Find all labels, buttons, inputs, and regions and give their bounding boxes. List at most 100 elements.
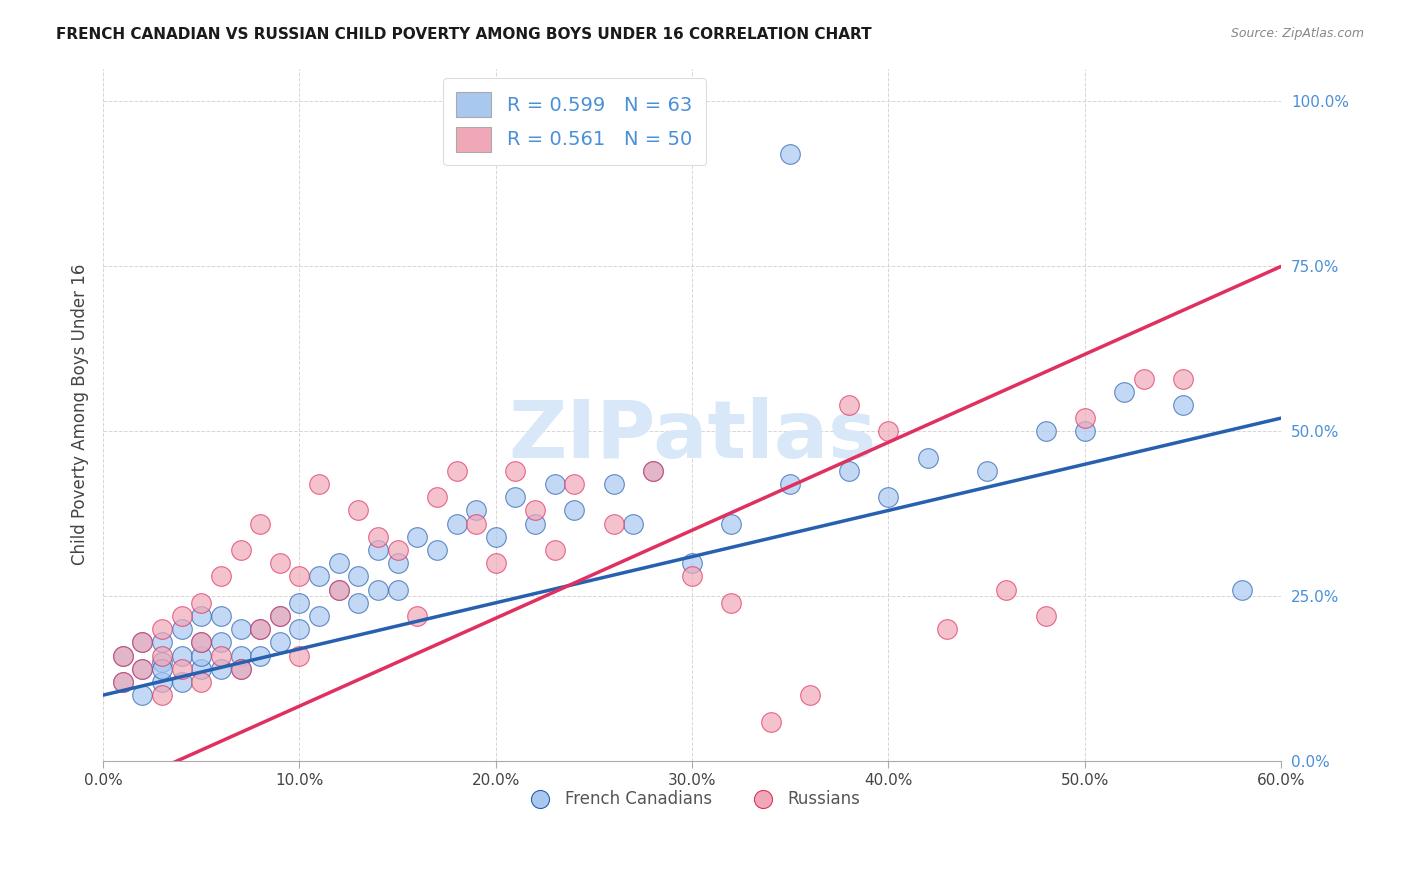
- Point: [150, 662, 173, 676]
- Point: [229, 622, 252, 636]
- Point: [347, 569, 370, 583]
- Point: [150, 648, 173, 663]
- Point: [190, 596, 212, 610]
- Point: [446, 516, 468, 531]
- Point: [917, 450, 939, 465]
- Point: [347, 596, 370, 610]
- Point: [170, 648, 193, 663]
- Point: [406, 530, 429, 544]
- Point: [170, 662, 193, 676]
- Point: [131, 662, 153, 676]
- Point: [995, 582, 1018, 597]
- Point: [229, 662, 252, 676]
- Point: [269, 556, 291, 570]
- Point: [1112, 384, 1135, 399]
- Point: [779, 147, 801, 161]
- Point: [249, 622, 271, 636]
- Point: [209, 662, 232, 676]
- Point: [150, 622, 173, 636]
- Text: FRENCH CANADIAN VS RUSSIAN CHILD POVERTY AMONG BOYS UNDER 16 CORRELATION CHART: FRENCH CANADIAN VS RUSSIAN CHILD POVERTY…: [56, 27, 872, 42]
- Point: [131, 635, 153, 649]
- Point: [249, 648, 271, 663]
- Point: [1230, 582, 1253, 597]
- Point: [681, 556, 703, 570]
- Point: [387, 543, 409, 558]
- Point: [190, 648, 212, 663]
- Point: [720, 516, 742, 531]
- Point: [111, 674, 134, 689]
- Point: [524, 503, 547, 517]
- Point: [465, 503, 488, 517]
- Point: [544, 477, 567, 491]
- Y-axis label: Child Poverty Among Boys Under 16: Child Poverty Among Boys Under 16: [72, 264, 89, 566]
- Point: [150, 655, 173, 669]
- Point: [209, 569, 232, 583]
- Point: [1074, 425, 1097, 439]
- Point: [485, 530, 508, 544]
- Point: [249, 516, 271, 531]
- Point: [641, 464, 664, 478]
- Point: [367, 582, 389, 597]
- Point: [209, 609, 232, 624]
- Point: [1074, 411, 1097, 425]
- Point: [544, 543, 567, 558]
- Point: [229, 648, 252, 663]
- Text: ZIPatlas: ZIPatlas: [508, 397, 876, 475]
- Point: [229, 543, 252, 558]
- Point: [720, 596, 742, 610]
- Point: [936, 622, 959, 636]
- Point: [131, 635, 153, 649]
- Point: [111, 674, 134, 689]
- Point: [209, 635, 232, 649]
- Point: [485, 556, 508, 570]
- Point: [308, 569, 330, 583]
- Point: [602, 477, 624, 491]
- Point: [288, 648, 311, 663]
- Legend: French Canadians, Russians: French Canadians, Russians: [517, 784, 868, 815]
- Point: [328, 582, 350, 597]
- Point: [288, 569, 311, 583]
- Point: [387, 556, 409, 570]
- Point: [505, 490, 527, 504]
- Point: [426, 543, 449, 558]
- Point: [150, 674, 173, 689]
- Point: [446, 464, 468, 478]
- Point: [190, 635, 212, 649]
- Point: [367, 530, 389, 544]
- Point: [406, 609, 429, 624]
- Point: [838, 398, 860, 412]
- Point: [681, 569, 703, 583]
- Point: [308, 609, 330, 624]
- Point: [1171, 398, 1194, 412]
- Point: [190, 635, 212, 649]
- Point: [111, 648, 134, 663]
- Point: [1132, 371, 1154, 385]
- Point: [347, 503, 370, 517]
- Point: [131, 662, 153, 676]
- Point: [641, 464, 664, 478]
- Point: [976, 464, 998, 478]
- Point: [111, 648, 134, 663]
- Point: [524, 516, 547, 531]
- Point: [229, 662, 252, 676]
- Point: [877, 490, 900, 504]
- Point: [308, 477, 330, 491]
- Point: [799, 688, 821, 702]
- Point: [209, 648, 232, 663]
- Point: [759, 714, 782, 729]
- Point: [367, 543, 389, 558]
- Point: [1035, 425, 1057, 439]
- Point: [387, 582, 409, 597]
- Point: [269, 609, 291, 624]
- Point: [288, 596, 311, 610]
- Point: [190, 609, 212, 624]
- Point: [505, 464, 527, 478]
- Point: [131, 688, 153, 702]
- Point: [328, 582, 350, 597]
- Point: [170, 622, 193, 636]
- Point: [877, 425, 900, 439]
- Point: [328, 556, 350, 570]
- Point: [249, 622, 271, 636]
- Point: [426, 490, 449, 504]
- Point: [1035, 609, 1057, 624]
